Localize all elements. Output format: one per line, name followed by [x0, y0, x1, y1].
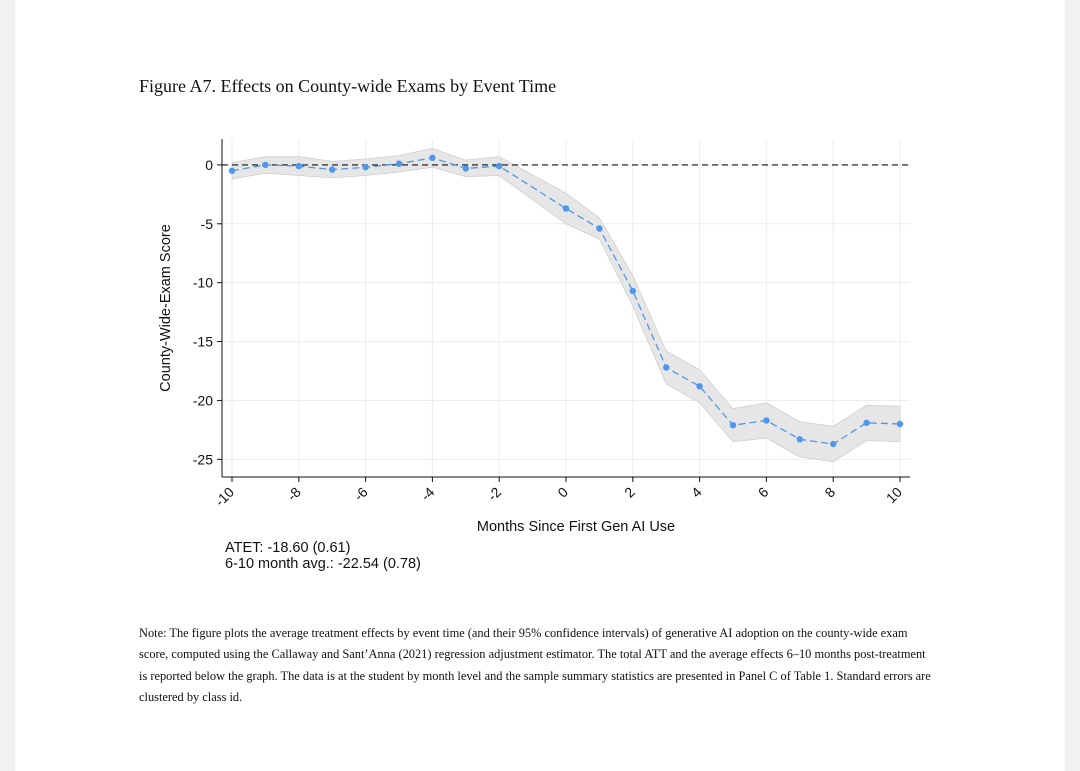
data-point	[329, 166, 336, 173]
data-point	[395, 160, 403, 167]
y-tick-label: -10	[193, 275, 213, 291]
data-point	[462, 165, 469, 172]
data-point	[796, 436, 803, 443]
figure-note: Note: The figure plots the average treat…	[139, 626, 931, 705]
data-point	[696, 383, 703, 390]
y-tick-label: -15	[193, 334, 213, 350]
stats-block: ATET: -18.60 (0.61) 6-10 month avg.: -22…	[225, 540, 421, 572]
atet-stat: ATET: -18.60 (0.61)	[225, 540, 351, 556]
figure-title: Figure A7. Effects on County-wide Exams …	[139, 76, 557, 96]
data-point	[729, 421, 737, 429]
data-point	[262, 161, 269, 169]
x-axis-title: Months Since First Gen AI Use	[477, 519, 675, 535]
x-tick-label: 2	[621, 484, 638, 501]
x-tick-label: 0	[554, 484, 571, 501]
data-point	[228, 167, 236, 174]
data-point	[830, 440, 837, 448]
x-tick-label: 4	[688, 484, 705, 501]
data-point	[562, 205, 570, 212]
data-point	[295, 162, 302, 170]
x-tick-label: 6	[755, 484, 772, 501]
data-point	[496, 162, 503, 170]
x-tick-label: 10	[883, 484, 905, 506]
data-point	[429, 154, 436, 162]
avg-stat: 6-10 month avg.: -22.54 (0.78)	[225, 556, 421, 572]
data-point	[663, 364, 670, 371]
event-study-chart: 0-5-10-15-20-25-10 -8 -6 -4 -2 0 2 4 6 8 10Months …	[158, 139, 910, 535]
data-point	[596, 225, 603, 232]
x-tick-label: 8	[821, 484, 838, 501]
y-tick-label: -20	[193, 392, 213, 408]
document-page: Figure A7. Effects on County-wide Exams …	[15, 0, 1065, 771]
data-point	[362, 164, 369, 171]
x-tick-label: -4	[417, 484, 437, 504]
data-point	[863, 419, 870, 427]
y-tick-label: -25	[193, 451, 213, 467]
y-tick-label: -5	[201, 216, 214, 232]
data-point	[763, 417, 770, 424]
series-line	[231, 157, 901, 445]
x-tick-label: -10	[211, 484, 237, 510]
data-point	[629, 287, 636, 295]
x-tick-label: -8	[284, 484, 304, 504]
x-tick-label: -2	[484, 484, 504, 504]
data-point	[896, 420, 904, 428]
y-axis-title: County-Wide-Exam Score	[158, 224, 174, 392]
y-tick-label: 0	[205, 157, 213, 173]
x-tick-label: -6	[351, 484, 371, 504]
